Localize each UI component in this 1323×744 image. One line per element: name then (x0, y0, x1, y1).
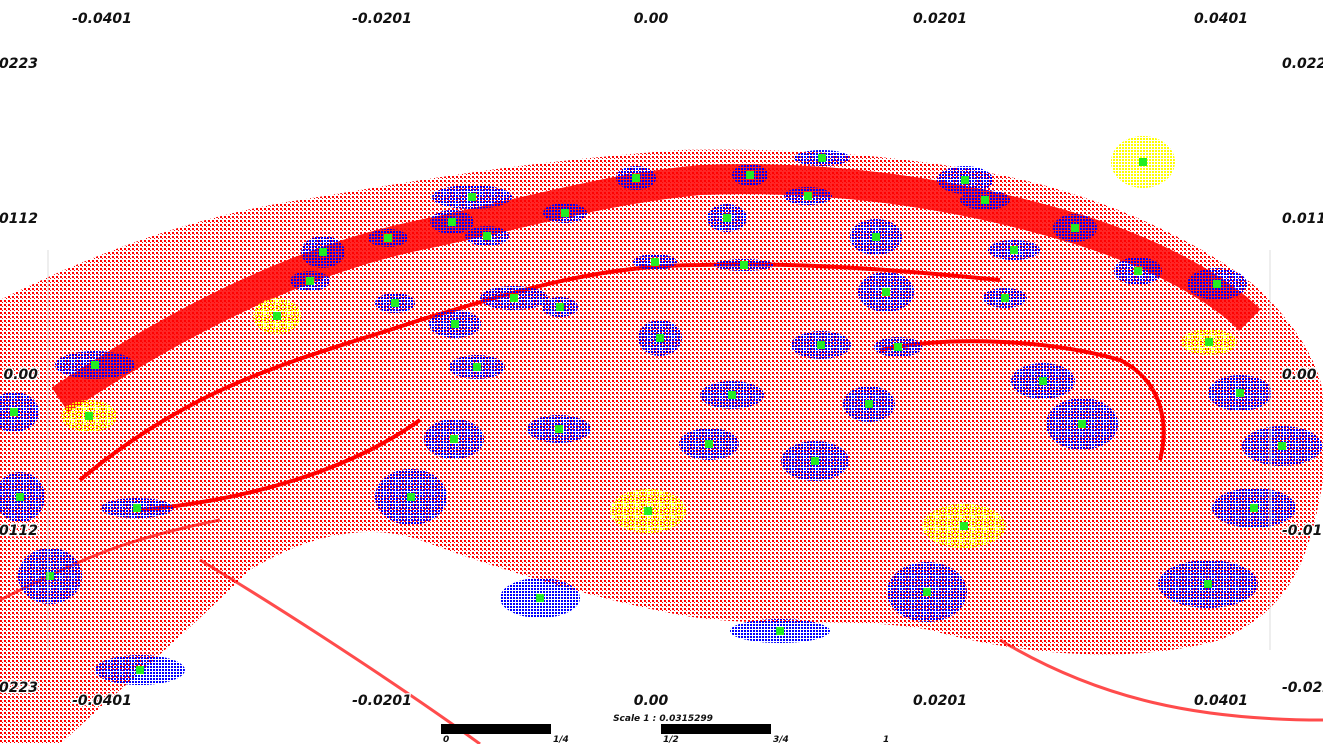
seed-marker (1010, 246, 1018, 254)
seed-marker (632, 174, 640, 182)
seed-marker (818, 154, 826, 162)
x-axis-label: 0.0201 (913, 693, 967, 709)
seed-marker (804, 192, 812, 200)
y-axis-label: 0.00 (1282, 367, 1317, 383)
axis-labels: -0.0401 -0.0201 0.00 0.0201 0.0401 -0.0401 -0.… (0, 10, 1323, 711)
seed-marker (1236, 389, 1244, 397)
x-axis-label: 0.00 (634, 11, 669, 27)
seed-marker (16, 493, 24, 501)
seed-marker (882, 288, 890, 296)
seed-marker (85, 412, 93, 420)
x-axis-label: -0.0201 (352, 11, 412, 27)
cloud-band (51, 164, 1261, 413)
seed-marker (1134, 267, 1142, 275)
seed-marker (391, 299, 399, 307)
scale-segment (441, 724, 551, 734)
seed-marker (306, 277, 314, 285)
x-axis-label: 0.0401 (1194, 693, 1248, 709)
seed-marker (384, 234, 392, 242)
seed-marker (473, 363, 481, 371)
y-axis-label: 0.00 (3, 367, 38, 383)
seed-marker (1139, 158, 1147, 166)
seed-marker (740, 261, 748, 269)
seed-marker (746, 171, 754, 179)
seed-marker (1071, 224, 1079, 232)
seed-marker (319, 248, 327, 256)
seed-marker (723, 214, 731, 222)
seed-marker (705, 440, 713, 448)
seed-marker (1001, 294, 1009, 302)
y-axis-label: 0.0112 (0, 211, 38, 227)
seed-marker (451, 320, 459, 328)
x-axis-label: 0.0401 (1194, 11, 1248, 27)
x-axis-label: 0.0201 (913, 11, 967, 27)
y-axis-label: 0.0112 (1282, 211, 1323, 227)
seed-marker (811, 457, 819, 465)
seed-marker (961, 176, 969, 184)
seed-marker (728, 391, 736, 399)
seed-marker (1278, 442, 1286, 450)
seed-marker (136, 666, 144, 674)
blue-segment (0, 392, 39, 432)
seed-marker (656, 334, 664, 342)
seed-marker (981, 196, 989, 204)
seed-marker (894, 343, 902, 351)
seed-marker (483, 232, 491, 240)
seed-marker (1205, 338, 1213, 346)
seed-marker (1213, 280, 1221, 288)
scale-tick-label: 3/4 (773, 735, 789, 744)
seed-marker (10, 408, 18, 416)
seed-marker (407, 493, 415, 501)
seed-marker (865, 400, 873, 408)
scale-tick-label: 1/4 (553, 735, 569, 744)
seed-marker (1250, 504, 1258, 512)
scale-tick-label: 1 (883, 735, 889, 744)
seed-marker (561, 209, 569, 217)
seed-marker (273, 312, 281, 320)
x-axis-label: -0.0401 (72, 693, 132, 709)
x-axis-label: -0.0201 (352, 693, 412, 709)
seed-marker (133, 504, 141, 512)
x-axis-label: 0.00 (634, 693, 669, 709)
seed-marker (776, 627, 784, 635)
seed-marker (923, 588, 931, 596)
seed-marker (510, 294, 518, 302)
seed-marker (556, 303, 564, 311)
segments (0, 136, 1322, 685)
seed-marker (960, 522, 968, 530)
scale-bar: Scale 1 : 0.0315299 0 1/4 1/2 3/4 1 (441, 714, 889, 744)
y-axis-label: 0.0223 (0, 56, 38, 72)
scale-segment (661, 724, 771, 734)
cloud-band (78, 262, 1166, 512)
seed-marker (468, 193, 476, 201)
y-axis-label: -0.0112 (1282, 523, 1323, 539)
seed-marker (555, 425, 563, 433)
seed-marker (1078, 420, 1086, 428)
seed-marker (872, 233, 880, 241)
y-axis-label: -0.0223 (0, 680, 38, 696)
seed-marker (1204, 580, 1212, 588)
seed-marker (536, 594, 544, 602)
seed-marker (651, 258, 659, 266)
point-cloud (0, 149, 1323, 744)
scale-tick-label: 0 (443, 735, 449, 744)
x-axis-label: -0.0401 (72, 11, 132, 27)
y-axis-label: -0.0223 (1282, 680, 1323, 696)
scale-tick-label: 1/2 (663, 735, 679, 744)
seed-marker (1039, 377, 1047, 385)
seed-marker (817, 341, 825, 349)
seed-marker (644, 507, 652, 515)
seed-marker (91, 361, 99, 369)
y-axis-label: -0.0112 (0, 523, 38, 539)
seed-marker (46, 572, 54, 580)
seed-marker (450, 435, 458, 443)
seed-marker (448, 218, 456, 226)
y-axis-label: 0.0223 (1282, 56, 1323, 72)
scale-label: Scale 1 : 0.0315299 (613, 714, 713, 724)
